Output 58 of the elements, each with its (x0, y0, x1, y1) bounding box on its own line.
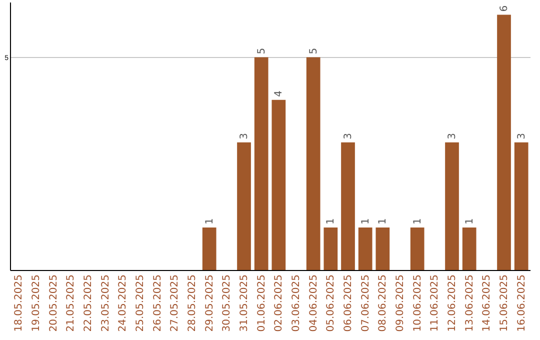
x-tick-label: 14.06.2025 (482, 274, 493, 332)
data-label: 1 (378, 218, 389, 224)
x-tick-label: 06.06.2025 (343, 274, 354, 332)
bar (410, 227, 424, 270)
x-tick-label: 31.05.2025 (239, 274, 250, 332)
x-tick-label: 25.05.2025 (135, 274, 146, 332)
data-label: 1 (204, 218, 216, 224)
x-tick-label: 01.06.2025 (256, 274, 268, 332)
bar (462, 227, 476, 270)
x-tick-label: 15.06.2025 (499, 274, 510, 332)
x-tick-label: 18.05.2025 (14, 274, 25, 332)
x-tick-label: 20.05.2025 (48, 274, 60, 332)
data-label: 3 (516, 133, 528, 140)
bar (497, 14, 511, 270)
x-tick-label: 22.05.2025 (83, 274, 94, 332)
bar (237, 142, 251, 270)
x-tick-label: 07.06.2025 (360, 274, 372, 332)
x-tick-label: 27.05.2025 (170, 274, 181, 332)
bar (272, 100, 286, 270)
bar (324, 227, 338, 270)
x-tick-label: 23.05.2025 (100, 274, 112, 332)
data-label: 5 (308, 48, 320, 54)
data-label: 1 (326, 218, 337, 224)
x-tick-label: 02.06.2025 (274, 274, 285, 332)
bar (514, 142, 528, 270)
data-label: 1 (412, 218, 424, 224)
data-label: 3 (239, 133, 250, 140)
x-tick-label: 24.05.2025 (118, 274, 129, 332)
x-tick-label: 30.05.2025 (222, 274, 233, 332)
x-tick-label: 13.06.2025 (464, 274, 476, 332)
data-label: 4 (274, 90, 285, 97)
x-tick-label: 16.06.2025 (516, 274, 528, 332)
data-label: 1 (360, 218, 372, 224)
x-tick-label: 19.05.2025 (31, 274, 42, 332)
x-tick-label: 10.06.2025 (412, 274, 424, 332)
data-label: 5 (256, 48, 268, 54)
x-tick-label: 21.05.2025 (66, 274, 77, 332)
bar (254, 57, 268, 270)
data-label: 3 (447, 133, 458, 140)
bar (306, 57, 320, 270)
x-tick-label: 28.05.2025 (187, 274, 198, 332)
x-tick-label: 26.05.2025 (152, 274, 164, 332)
x-tick-label: 08.06.2025 (378, 274, 389, 332)
data-label: 6 (499, 5, 510, 12)
x-tick-label: 03.06.2025 (291, 274, 302, 332)
data-label: 1 (464, 218, 476, 224)
x-tick-label: 09.06.2025 (395, 274, 406, 332)
x-tick-label: 12.06.2025 (447, 274, 458, 332)
bar (376, 227, 390, 270)
bar (445, 142, 459, 270)
data-label: 3 (343, 133, 354, 140)
x-tick-label: 04.06.2025 (308, 274, 320, 332)
x-tick-label: 05.06.2025 (326, 274, 337, 332)
x-tick-label: 29.05.2025 (204, 274, 216, 332)
x-tick-label: 11.06.2025 (430, 274, 441, 332)
bar (341, 142, 355, 270)
bar (358, 227, 372, 270)
bar (202, 227, 216, 270)
